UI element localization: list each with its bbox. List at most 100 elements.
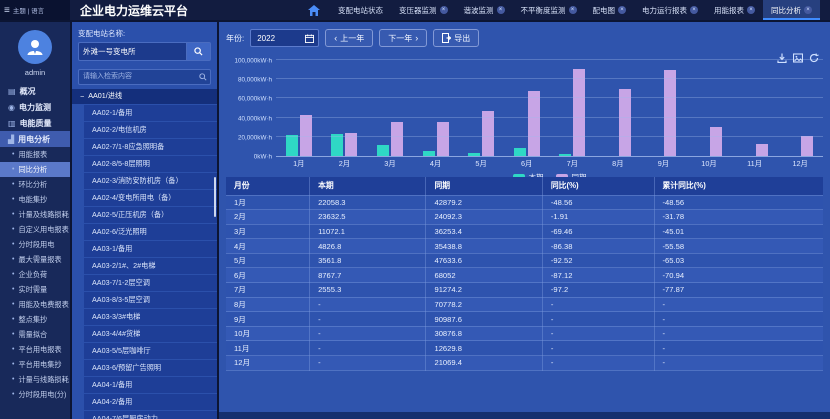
bullet-icon: • [12,256,15,263]
bar-previous[interactable] [482,110,495,156]
sidebar-item-3[interactable]: ▥ 电能质量 [0,115,70,131]
sidebar-item-11[interactable]: • 分时段用电 [0,237,70,252]
tab-close-icon[interactable]: × [618,6,627,14]
user-block: admin [0,22,70,83]
nav-tab-7[interactable]: 用能报表 × [706,0,763,20]
sidebar-item-4[interactable]: ▟ 用电分析 [0,131,70,147]
tab-close-icon[interactable]: × [496,6,505,14]
bar-previous[interactable] [345,133,358,156]
bar-previous[interactable] [709,126,722,156]
horizontal-scrollbar[interactable] [219,412,830,419]
year-picker[interactable] [250,29,320,47]
tab-close-icon[interactable]: × [747,6,756,14]
bar-previous[interactable] [801,135,814,156]
tree-item-7[interactable]: AA02-5/正压机房（备） [84,206,217,223]
save-image-icon[interactable] [793,53,803,63]
tree-item-13[interactable]: AA03-3/3#电梯 [84,308,217,325]
tab-close-icon[interactable]: × [804,6,813,14]
bar-previous[interactable] [755,144,768,156]
sidebar-item-17[interactable]: • 需量拟合 [0,327,70,342]
theme-language-links[interactable]: 主题 | 语言 [12,8,45,15]
nav-tab-2[interactable]: 变压器监测 × [391,0,456,20]
nav-tab-5[interactable]: 配电图 × [585,0,635,20]
tree-item-9[interactable]: AA03-1/备用 [84,240,217,257]
bar-current[interactable] [559,153,572,156]
tab-close-icon[interactable]: × [568,6,577,14]
tree-item-3[interactable]: AA02-7/1-8应急照明备 [84,138,217,155]
nav-tab-4[interactable]: 不平衡度监测 × [513,0,585,20]
tab-close-icon[interactable]: × [439,6,448,14]
sidebar-item-8[interactable]: • 电能集抄 [0,192,70,207]
tree-item-19[interactable]: AA04-7/6层厨房动力 [84,410,217,419]
bar-previous[interactable] [390,121,403,156]
menu-toggle-icon[interactable]: ≡ [4,4,10,16]
export-button[interactable]: 导出 [433,29,480,47]
avatar[interactable] [18,30,52,64]
tree-scrollbar[interactable] [214,177,216,217]
sidebar-item-16[interactable]: • 整点集抄 [0,312,70,327]
tree-item-12[interactable]: AA03-8/3-5层空调 [84,291,217,308]
tree-item-2[interactable]: AA02-2/电信机房 [84,121,217,138]
next-year-button[interactable]: 下一年 › [379,29,428,47]
bar-current[interactable] [285,135,298,156]
sidebar-item-14[interactable]: • 实时需量 [0,282,70,297]
year-input[interactable] [255,32,292,44]
tree-filter-input[interactable] [78,68,211,85]
bar-previous[interactable] [618,88,631,156]
tree-item-4[interactable]: AA02-8/5-8层照明 [84,155,217,172]
refresh-icon[interactable] [809,53,819,63]
nav-tab-3[interactable]: 谐波监测 × [456,0,513,20]
home-icon[interactable] [298,0,330,20]
tree-root-node[interactable]: − AA01/进线 [72,88,217,104]
sidebar-item-21[interactable]: • 分时段用电(分) [0,387,70,402]
tree-item-11[interactable]: AA03-7/1-2层空调 [84,274,217,291]
table-cell: 3561.8 [309,252,427,269]
sidebar-item-12[interactable]: • 最大需量报表 [0,252,70,267]
bar-current[interactable] [422,151,435,156]
bar-current[interactable] [331,133,344,156]
sidebar-item-9[interactable]: • 计量及线路损耗 [0,207,70,222]
bar-previous[interactable] [436,122,449,156]
nav-tab-label: 同比分析 [771,5,802,15]
y-axis-labels: 0kW·h 20,000kW·h 40,000kW·h 60,000kW·h 80,00… [226,58,276,161]
collapse-icon[interactable]: − [80,91,85,101]
sidebar-item-7[interactable]: • 环比分析 [0,177,70,192]
sidebar-item-10[interactable]: • 自定义用电报表 [0,222,70,237]
tree-item-16[interactable]: AA03-6/预留广告照明 [84,359,217,376]
sidebar-item-18[interactable]: • 平台用电报表 [0,342,70,357]
sidebar-item-15[interactable]: • 用能及电费报表 [0,297,70,312]
bar-current[interactable] [513,147,526,156]
sidebar-item-1[interactable]: ▤ 概况 [0,83,70,99]
bar-previous[interactable] [664,69,677,156]
station-search-button[interactable] [187,42,211,61]
tab-close-icon[interactable]: × [690,6,699,14]
tree-item-10[interactable]: AA03-2/1#、2#电梯 [84,257,217,274]
sidebar-item-19[interactable]: • 平台用电集抄 [0,357,70,372]
prev-year-button[interactable]: ‹ 上一年 [325,29,374,47]
bar-current[interactable] [376,145,389,156]
bar-previous[interactable] [299,115,312,156]
nav-tab-8[interactable]: 同比分析 × [763,0,821,20]
tree-item-8[interactable]: AA02-6/泛光照明 [84,223,217,240]
tree-item-6[interactable]: AA02-4/变电所用电（备） [84,189,217,206]
sidebar-item-2[interactable]: ◉ 电力监测 [0,99,70,115]
sidebar-item-label: 电力监测 [18,102,51,112]
bar-previous[interactable] [527,91,540,156]
nav-tab-1[interactable]: 变配电站状态 [330,0,391,20]
download-icon[interactable] [777,53,787,63]
tree-item-1[interactable]: AA02-1/备用 [84,104,217,121]
tree-item-14[interactable]: AA03-4/4#货梯 [84,325,217,342]
tree-item-17[interactable]: AA04-1/备用 [84,376,217,393]
bar-current[interactable] [468,152,481,156]
sidebar-item-5[interactable]: • 用能报表 [0,147,70,162]
tree-item-15[interactable]: AA03-5/5层咖啡厅 [84,342,217,359]
sidebar-item-13[interactable]: • 企业负荷 [0,267,70,282]
tree-item-5[interactable]: AA02-3/消防安防机房（备） [84,172,217,189]
nav-tab-6[interactable]: 电力运行报表 × [634,0,706,20]
bar-previous[interactable] [573,69,586,156]
sidebar-item-20[interactable]: • 计量与线路损耗 [0,372,70,387]
tree-item-18[interactable]: AA04-2/备用 [84,393,217,410]
sidebar-item-6[interactable]: • 同比分析 [0,162,70,177]
station-name-input[interactable] [78,42,187,61]
table-cell: 11072.1 [309,223,427,240]
